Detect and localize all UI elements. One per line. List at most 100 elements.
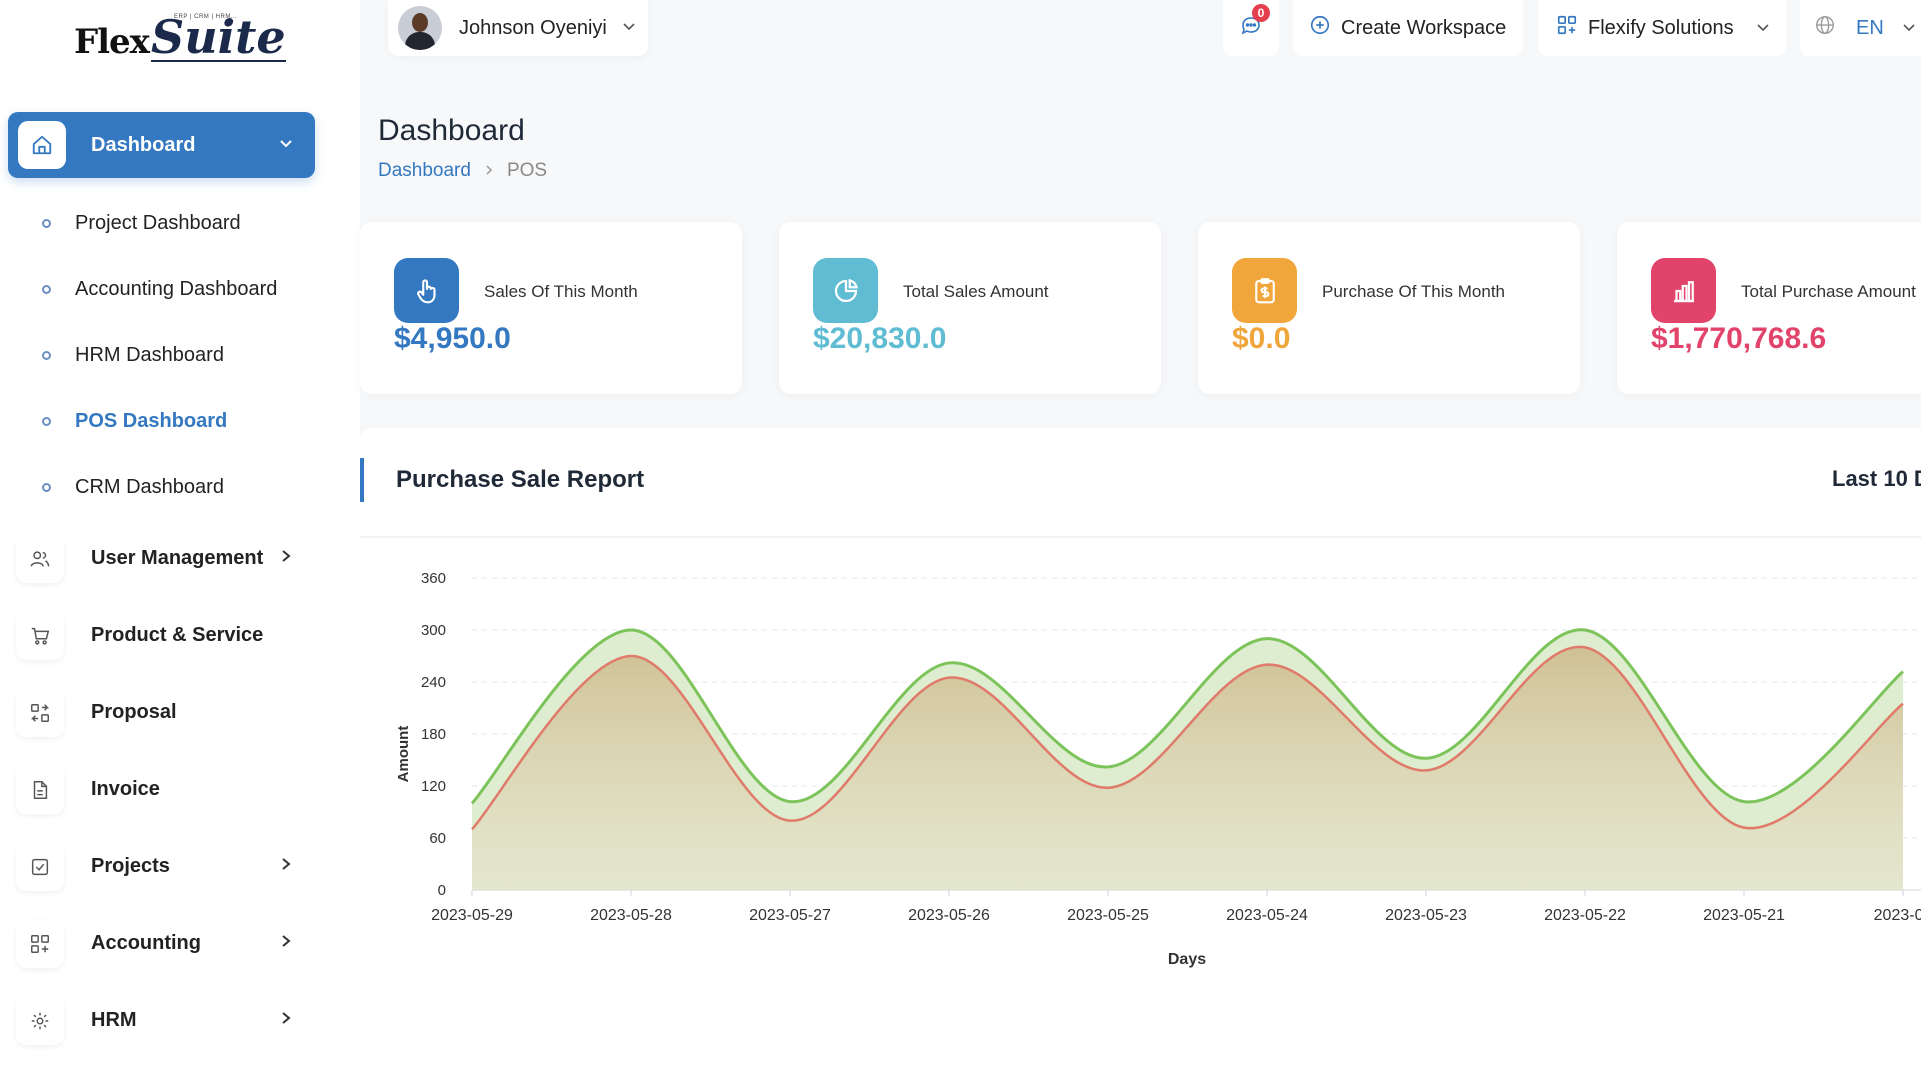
sidebar-item-product-service[interactable]: Product & Service (0, 597, 340, 674)
bullet-icon (42, 482, 51, 492)
y-axis-title: Amount (395, 726, 412, 783)
create-workspace-button[interactable]: Create Workspace (1293, 0, 1523, 56)
sidebar-item-label: Projects (91, 855, 170, 877)
clipboard-dollar-icon (1232, 258, 1297, 323)
report-header: Purchase Sale Report Last 10 D (360, 428, 1921, 538)
breadcrumb-dashboard-link[interactable]: Dashboard (378, 160, 471, 181)
home-icon (18, 121, 66, 169)
cart-icon (16, 611, 64, 660)
bullet-icon (42, 416, 51, 426)
breadcrumb-current: POS (506, 160, 548, 181)
y-tick-label: 240 (421, 674, 446, 691)
stat-card-purchase-month: Purchase Of This Month $0.0 (1198, 222, 1580, 394)
date-range-selector[interactable]: Last 10 D (1832, 466, 1921, 491)
sidebar-item-hrm-dashboard[interactable]: HRM Dashboard (0, 322, 340, 388)
x-tick-label: 2023-05-27 (749, 907, 831, 924)
plus-circle-icon (1309, 14, 1331, 42)
stat-label: Purchase Of This Month (1322, 282, 1505, 301)
brand-name-b: Suite (150, 10, 286, 64)
x-tick-label: 2023-05-24 (1226, 907, 1308, 924)
sidebar-item-project-dashboard[interactable]: Project Dashboard (0, 190, 340, 256)
apps-icon (1556, 14, 1578, 42)
bullet-icon (42, 218, 51, 228)
invoice-icon (16, 765, 64, 814)
user-name: Johnson Oyeniyi (459, 16, 607, 39)
sidebar-item-label: Dashboard (91, 133, 196, 156)
stat-label: Sales Of This Month (484, 282, 638, 301)
x-axis-title: Days (1168, 951, 1206, 968)
sidebar-item-label: HRM Dashboard (75, 343, 224, 366)
language-code: EN (1856, 16, 1884, 39)
sidebar-item-crm-dashboard[interactable]: CRM Dashboard (0, 454, 340, 520)
dashboard-submenu: Project Dashboard Accounting Dashboard H… (0, 190, 340, 520)
purchase-sale-report-panel: Purchase Sale Report Last 10 D 0 60 120 180… (360, 428, 1921, 1081)
brand-logo[interactable]: Flex Suite ERP | CRM | HRM... (74, 6, 286, 62)
x-tick-label: 2023-05-22 (1544, 907, 1626, 924)
sidebar-item-projects[interactable]: Projects (0, 828, 340, 905)
y-tick-label: 120 (421, 778, 446, 795)
y-tick-label: 60 (429, 830, 446, 847)
language-selector[interactable]: EN (1800, 0, 1921, 56)
sidebar-item-label: Proposal (91, 701, 177, 723)
company-selector[interactable]: Flexify Solutions (1538, 0, 1786, 56)
x-tick-label: 2023-05-23 (1385, 907, 1467, 924)
y-tick-label: 180 (421, 726, 446, 743)
stat-card-total-sales: Total Sales Amount $20,830.0 (779, 222, 1161, 394)
bullet-icon (42, 350, 51, 360)
chevron-right-icon (280, 934, 292, 953)
sidebar: Flex Suite ERP | CRM | HRM... Dashboard … (0, 0, 360, 1081)
checkbox-icon (16, 842, 64, 891)
chevron-down-icon (622, 19, 636, 38)
sidebar-item-pos-dashboard[interactable]: POS Dashboard (0, 388, 340, 454)
x-tick-label: 2023-05-28 (590, 907, 672, 924)
header-accent (360, 458, 364, 502)
chevron-down-icon (1756, 17, 1770, 40)
stat-value: $0.0 (1232, 322, 1291, 355)
chevron-right-icon (280, 549, 292, 568)
stat-value: $1,770,768.6 (1651, 322, 1827, 355)
sidebar-item-user-management[interactable]: User Management (0, 520, 340, 597)
y-tick-label: 300 (421, 622, 446, 639)
chevron-right-icon (485, 160, 493, 182)
stat-value: $20,830.0 (813, 322, 947, 355)
chevron-right-icon (280, 857, 292, 876)
sidebar-item-label: Accounting (91, 932, 201, 954)
stat-label: Total Sales Amount (903, 282, 1049, 301)
sidebar-item-label: Invoice (91, 778, 160, 800)
y-tick-label: 0 (438, 882, 446, 899)
sidebar-item-accounting[interactable]: Accounting (0, 905, 340, 982)
top-bar: Johnson Oyeniyi 0 Create Workspace Flexi… (360, 0, 1921, 56)
series-1-line (470, 628, 1904, 805)
purchase-sale-chart: 0 60 120 180 240 300 360 2023-05-29 2023-05-28 20… (395, 570, 1921, 968)
x-tick-label: 2023-05 (1874, 907, 1921, 924)
hand-pointer-icon (394, 258, 459, 323)
sidebar-item-label: HRM (91, 1009, 137, 1031)
notifications-button[interactable]: 0 (1223, 0, 1279, 56)
sidebar-item-invoice[interactable]: Invoice (0, 751, 340, 828)
sidebar-item-dashboard[interactable]: Dashboard (8, 112, 315, 178)
globe-icon (1814, 14, 1836, 42)
brand-tagline: ERP | CRM | HRM... (174, 14, 238, 20)
chat-icon (1239, 14, 1263, 43)
sidebar-item-label: CRM Dashboard (75, 475, 224, 498)
sidebar-item-accounting-dashboard[interactable]: Accounting Dashboard (0, 256, 340, 322)
grid-icon (16, 919, 64, 968)
sidebar-item-hrm[interactable]: HRM (0, 982, 340, 1059)
avatar (398, 6, 442, 50)
proposal-icon (16, 688, 64, 737)
x-tick-label: 2023-05-21 (1703, 907, 1785, 924)
report-title: Purchase Sale Report (396, 466, 645, 493)
sidebar-item-label: Product & Service (91, 624, 264, 646)
pie-chart-icon (813, 258, 878, 323)
chevron-down-icon (279, 136, 293, 155)
main-menu: User Management Product & Service Propos… (0, 520, 340, 1059)
user-menu[interactable]: Johnson Oyeniyi (388, 0, 648, 56)
y-tick-label: 360 (421, 570, 446, 587)
sidebar-item-label: Accounting Dashboard (75, 277, 278, 300)
users-icon (16, 534, 64, 583)
stat-card-total-purchase: Total Purchase Amount $1,770,768.6 (1617, 222, 1921, 394)
sidebar-item-proposal[interactable]: Proposal (0, 674, 340, 751)
bar-chart-icon (1651, 258, 1716, 323)
chevron-down-icon (1902, 17, 1916, 40)
bullet-icon (42, 284, 51, 294)
